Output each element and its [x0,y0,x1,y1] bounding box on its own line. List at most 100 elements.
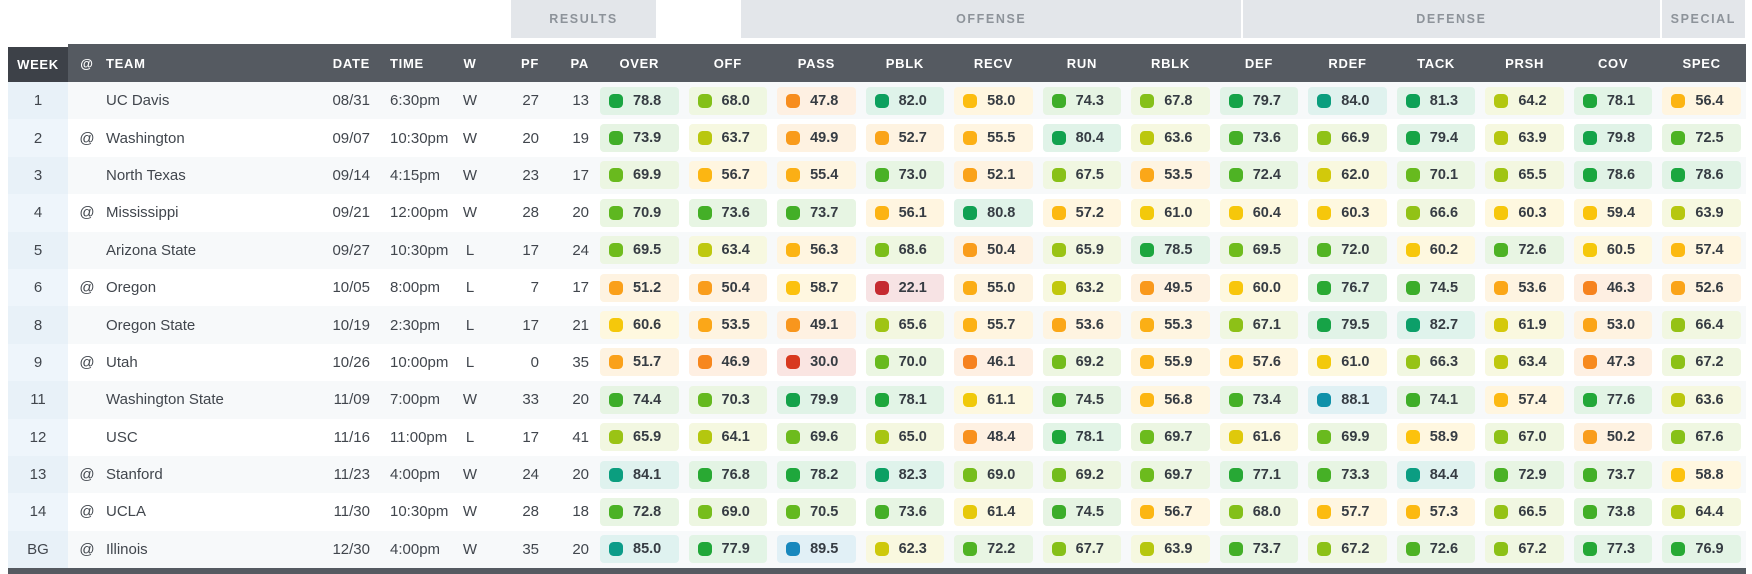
column-header-pa[interactable]: PA [570,55,589,71]
cell-date: 10/26 [332,353,370,371]
cell-pf: 28 [522,503,539,521]
grade-color-swatch [786,93,801,108]
grade-pill: 65.6 [865,311,945,340]
grade-pill: 64.4 [1662,497,1741,526]
column-header-prsh[interactable]: PRSH [1505,55,1545,71]
grade-pill: 72.8 [600,497,679,526]
table-row[interactable]: 3 North Texas 09/14 4:15pm W 23 17 69.9 56.7 55.4… [8,156,1746,195]
column-header-at[interactable]: @ [80,55,94,71]
grade-value: 66.5 [1518,503,1547,520]
table-row[interactable]: 12 USC 11/16 11:00pm L 17 41 65.9 64.1 69.6 65.0 48… [8,418,1746,456]
grade-value: 50.4 [721,279,750,296]
table-row[interactable]: 5 Arizona State 09/27 10:30pm L 17 24 69.5 63.4 5… [8,231,1746,269]
column-header-recv[interactable]: RECV [973,55,1013,71]
column-header-pblk[interactable]: PBLK [885,55,924,71]
cell-week: 14 [8,493,68,531]
grade-cell-rblk: 69.7 [1126,419,1215,456]
column-header-date[interactable]: DATE [332,55,370,71]
grade-cell-pass: 78.2 [772,456,861,493]
table-row[interactable]: 14 @ UCLA 11/30 10:30pm W 28 18 72.8 69.0 70.5 73.6… [8,493,1746,531]
column-header-def[interactable]: DEF [1244,55,1274,71]
column-header-pass[interactable]: PASS [797,55,835,71]
grade-pill: 65.9 [600,423,679,452]
grade-color-swatch [1228,467,1243,482]
grade-value: 74.5 [1429,279,1459,296]
grade-value: 58.9 [1429,429,1459,446]
cell-team: Oregon [106,279,157,297]
grade-color-swatch [786,467,801,482]
grade-color-swatch [874,318,889,333]
grade-pill: 64.2 [1485,86,1564,115]
grade-cell-over: 73.9 [595,119,684,156]
grade-pill: 58.0 [954,86,1033,115]
grade-cell-spec: 63.6 [1657,381,1746,418]
column-header-rblk[interactable]: RBLK [1151,55,1190,71]
table-body: 1 UC Davis 08/31 6:30pm W 27 13 78.8 68.0 47.8 82.… [8,82,1746,569]
grade-pill: 79.5 [1308,311,1387,340]
column-header-rdef[interactable]: RDEF [1328,55,1367,71]
grade-value: 76.7 [1341,279,1370,296]
grade-pill: 46.3 [1573,273,1653,302]
grade-pill: 76.7 [1308,273,1387,302]
grade-color-swatch [1494,168,1509,183]
grade-pill: 78.1 [865,385,945,414]
column-header-pf[interactable]: PF [520,55,539,71]
grade-color-swatch [1051,392,1066,407]
column-header-cov[interactable]: COV [1597,55,1629,71]
grade-value: 69.6 [810,429,839,446]
cell-wl: L [465,279,475,297]
cell-pa: 24 [572,241,589,259]
grade-color-swatch [1051,243,1066,258]
grade-value: 56.7 [721,167,750,184]
table-row[interactable]: 11 Washington State 11/09 7:00pm W 33 20 74.4 70… [8,381,1746,419]
grade-value: 62.3 [898,541,927,558]
cell-pa: 18 [572,503,589,521]
grade-pill: 63.2 [1042,273,1122,302]
grade-value: 63.6 [1164,130,1193,147]
cell-team: Washington [106,129,185,147]
grade-cell-over: 70.9 [595,194,684,231]
grade-cell-over: 84.1 [595,456,684,493]
grade-value: 66.3 [1429,354,1459,371]
column-header-team[interactable]: TEAM [106,55,146,71]
table-row[interactable]: 2 @ Washington 09/07 10:30pm W 20 19 73.9 63.7 49.… [8,119,1746,157]
column-header-spec[interactable]: SPEC [1682,55,1721,71]
column-header-time[interactable]: TIME [390,55,424,71]
grade-pill: 63.4 [1485,348,1564,377]
table-row[interactable]: 4 @ Mississippi 09/21 12:00pm W 28 20 70.9 73.6 73… [8,194,1746,232]
grade-value: 30.0 [810,354,839,371]
column-header-run[interactable]: RUN [1066,55,1098,71]
grade-color-swatch [1140,131,1155,146]
column-header-w[interactable]: W [463,55,477,71]
cell-date: 08/31 [332,92,370,110]
grade-cell-spec: 67.6 [1657,419,1746,456]
grade-color-swatch [1405,430,1420,445]
cell-time: 4:00pm [390,466,441,484]
grade-color-swatch [1494,205,1509,220]
grade-cell-pass: 58.7 [772,269,861,306]
table-row[interactable]: 6 @ Oregon 10/05 8:00pm L 7 17 51.2 50.4 58.7 22.1 5… [8,268,1746,307]
group-special: SPECIAL [1661,0,1745,38]
table-row[interactable]: BG @ Illinois 12/30 4:00pm W 35 20 85.0 77.9 89.5 6… [8,530,1746,569]
grade-pill: 57.3 [1396,497,1476,526]
grade-pill: 56.3 [777,236,856,265]
grade-cell-recv: 55.5 [949,119,1038,156]
grade-color-swatch [1405,168,1420,183]
grade-cell-prsh: 63.9 [1480,119,1569,156]
grade-cell-rdef: 88.1 [1303,381,1392,418]
column-header-over[interactable]: OVER [619,55,660,71]
table-row[interactable]: 9 @ Utah 10/26 10:00pm L 0 35 51.7 46.9 30.0 70.0 46… [8,343,1746,382]
table-row[interactable]: 13 @ Stanford 11/23 4:00pm W 24 20 84.1 76.8 78.2 8… [8,455,1746,494]
grade-pill: 60.4 [1219,198,1299,227]
column-header-week[interactable]: WEEK [8,44,68,82]
table-row[interactable]: 8 Oregon State 10/19 2:30pm L 17 21 60.6 53.5 49.… [8,306,1746,344]
cell-team: UC Davis [106,92,170,110]
grade-pill: 66.4 [1662,311,1741,340]
column-header-tack[interactable]: TACK [1417,55,1456,71]
table-row[interactable]: 1 UC Davis 08/31 6:30pm W 27 13 78.8 68.0 47.8 82.… [8,82,1746,120]
grade-cell-rdef: 67.2 [1303,531,1392,568]
column-header-off[interactable]: OFF [713,55,742,71]
grade-pill: 56.7 [688,161,768,190]
grade-value: 67.2 [1695,354,1724,371]
grade-value: 61.9 [1518,317,1547,334]
